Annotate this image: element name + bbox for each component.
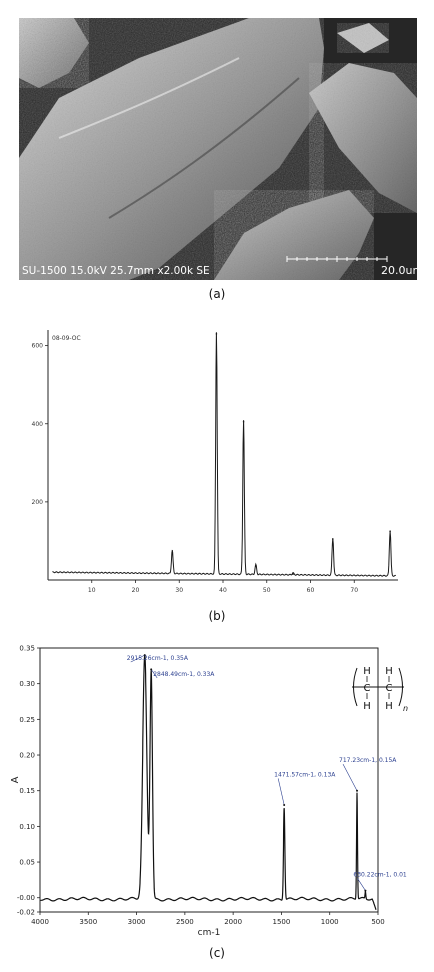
ftir-peak-label: 1471.57cm-1, 0.13A [274,771,336,778]
structure-carbon: C [386,683,393,694]
ftir-peak-point [143,654,146,657]
ftir-x-tick-label: 2500 [176,918,194,926]
xrd-peak-point [292,573,294,575]
ftir-x-tick-label: 3500 [79,918,97,926]
ftir-y-tick-label: -0.00 [17,894,35,902]
ftir-y-tick-label: 0.35 [19,645,35,653]
ftir-x-tick-label: 4000 [31,918,49,926]
ftir-peak-leader [277,778,285,806]
ftir-chart: 4000 3500 3000 2500 2000 1500 1000 500 -0.02 -0.0… [10,645,408,939]
ftir-peak-point [364,889,367,892]
ftir-x-tick-label: 500 [371,918,384,926]
ftir-y-tick-label: 0.05 [19,859,35,867]
ftir-peak-label: 717.23cm-1, 0.15A [339,757,397,764]
xrd-peak-point [215,333,218,335]
structure-hydrogen: H [363,701,371,712]
ftir-x-tick-label: 1000 [321,918,339,926]
ftir-peak-label: 2848.49cm-1, 0.33A [153,671,215,678]
ftir-x-tick-label: 1500 [273,918,291,926]
ftir-peak-leader [150,669,158,679]
ftir-y-tick-label: 0.30 [19,680,35,688]
xrd-x-tick-label: 70 [350,587,358,594]
sem-info-text: SU-1500 15.0kV 25.7mm x2.00k SE [22,265,210,277]
ftir-x-axis-label: cm-1 [198,928,221,935]
ftir-peak-point [150,668,153,671]
ftir-peak-label: 2915.26cm-1, 0.35A [127,655,189,662]
xrd-y-tick-label: 400 [32,421,44,428]
xrd-x-tick-label: 60 [307,587,315,594]
ftir-y-axis-label: A [10,776,21,783]
ftir-series-line [40,654,377,910]
xrd-peak-point [389,530,391,532]
xrd-y-tick-label: 600 [32,343,44,350]
xrd-panel: 08-09-OC 10 20 30 40 50 60 70 200 400 600 [0,318,434,604]
ftir-x-tick-label: 3000 [128,918,146,926]
ftir-y-tick-label: -0.02 [17,909,35,917]
ftir-y-tick-label: 0.25 [19,716,35,724]
ftir-x-tick-label: 2000 [224,918,242,926]
sem-image: SU-1500 15.0kV 25.7mm x2.00k SE 20.0um [19,18,423,280]
xrd-series-line [52,332,396,577]
xrd-peak-point [332,538,334,540]
xrd-peak-point [171,551,174,554]
xrd-legend-label: 08-09-OC [52,335,81,342]
xrd-chart: 08-09-OC 10 20 30 40 50 60 70 200 400 600 [32,330,398,594]
ftir-peak-point [283,803,286,806]
caption-c: (c) [209,946,225,960]
structure-hydrogen: H [385,701,393,712]
caption-a: (a) [208,287,226,301]
xrd-x-tick-label: 50 [263,587,271,594]
ftir-plot-frame [39,647,379,913]
scale-label: 20.0um [381,264,417,277]
xrd-x-tick-label: 30 [175,587,183,594]
ftir-peak-point [356,789,359,792]
ftir-peak-leader [342,764,358,791]
xrd-y-tick-label: 200 [32,499,44,506]
sem-panel: SU-1500 15.0kV 25.7mm x2.00k SE 20.0um [19,18,423,280]
structure-subscript: n [403,704,408,713]
xrd-peak-point [242,420,245,423]
ftir-panel: 4000 3500 3000 2500 2000 1500 1000 500 -0.02 -0.0… [0,630,434,939]
xrd-x-tick-label: 40 [219,587,227,594]
ftir-peak-label: 630.22cm-1, 0.01 [353,871,406,878]
ftir-y-tick-label: 0.10 [19,823,35,831]
structure-carbon: C [364,683,371,694]
ftir-y-tick-label: 0.20 [19,752,35,760]
ftir-peak-leader [357,878,366,891]
xrd-x-tick-label: 20 [132,587,140,594]
ftir-y-tick-label: 0.15 [19,787,35,795]
caption-b: (b) [208,609,226,623]
xrd-x-tick-label: 10 [88,587,96,594]
structure-hydrogen: H [363,666,371,677]
structure-hydrogen: H [385,666,393,677]
xrd-peak-point [255,565,257,568]
scale-bar [286,256,388,262]
ftir-peak-leader [130,654,145,663]
